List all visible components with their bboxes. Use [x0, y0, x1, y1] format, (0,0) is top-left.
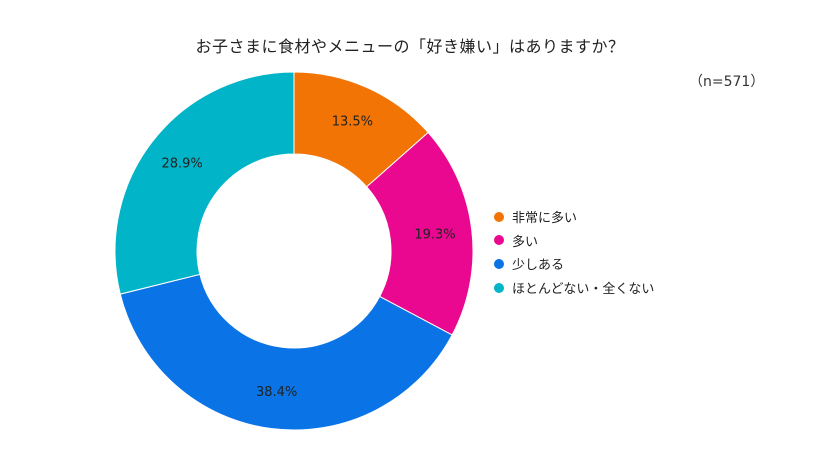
data-label-hardly-none: 28.9% — [161, 157, 202, 172]
data-label-some: 38.4% — [256, 385, 297, 400]
data-label-very-many: 13.5% — [332, 115, 373, 130]
legend-label: 非常に多い — [512, 211, 578, 227]
legend-item-some: 少しある — [494, 252, 654, 276]
chart-legend: 非常に多い 多い 少しある ほとんどない・全くない — [494, 205, 654, 299]
chart-title: お子さまに食材やメニューの「好き嫌い」はありますか？ — [195, 37, 625, 56]
legend-item-hardly-none: ほとんどない・全くない — [494, 276, 654, 300]
legend-swatch — [494, 235, 504, 246]
legend-swatch — [494, 258, 504, 269]
legend-label: ほとんどない・全くない — [512, 282, 655, 298]
legend-swatch — [494, 211, 504, 222]
donut-slice-hardly-none — [114, 71, 295, 295]
donut-slice-some — [119, 273, 453, 431]
sample-size-label: （n=571） — [689, 74, 765, 90]
legend-item-many: 多い — [494, 229, 654, 253]
legend-label: 少しある — [512, 258, 565, 274]
legend-label: 多い — [512, 234, 539, 250]
data-label-many: 19.3% — [414, 227, 455, 242]
legend-swatch — [494, 282, 504, 293]
legend-item-very-many: 非常に多い — [494, 205, 654, 229]
donut-slice-many — [366, 131, 474, 336]
